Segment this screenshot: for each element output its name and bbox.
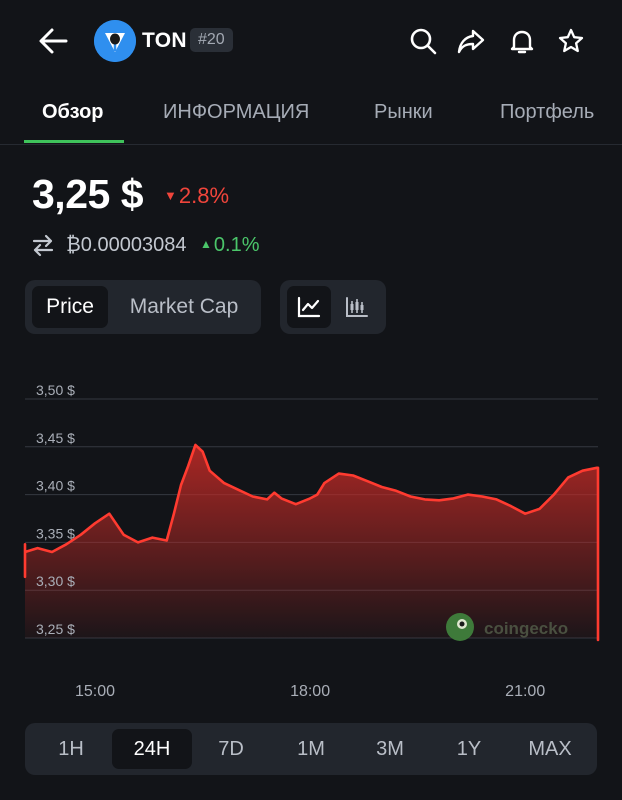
price-toggle-button[interactable]: Price: [32, 286, 108, 328]
bell-icon[interactable]: [507, 26, 537, 56]
y-tick-label: 3,40 $: [36, 478, 75, 494]
tab-markets[interactable]: Рынки: [374, 101, 433, 123]
watermark-text: coingecko: [484, 619, 568, 638]
range-1y-button[interactable]: 1Y: [456, 738, 482, 760]
price-change: ▼2.8%: [164, 183, 229, 209]
active-tab-indicator: [24, 140, 124, 143]
time-range-selector: 1H 24H 7D 1M 3M 1Y MAX: [25, 723, 597, 775]
y-tick-label: 3,45 $: [36, 430, 75, 446]
x-tick-label: 21:00: [505, 683, 545, 700]
x-tick-label: 15:00: [75, 683, 115, 700]
ton-logo-icon: [94, 20, 136, 62]
share-icon[interactable]: [456, 26, 486, 56]
range-24h-button[interactable]: 24H: [112, 729, 192, 769]
tab-information[interactable]: ИНФОРМАЦИЯ: [163, 101, 310, 123]
tab-bar: Обзор ИНФОРМАЦИЯ Рынки Портфель: [0, 86, 622, 145]
price-area-fill: [25, 444, 598, 640]
market-cap-toggle-button[interactable]: Market Cap: [129, 295, 239, 318]
price-line: [23, 443, 600, 642]
range-1h-button[interactable]: 1H: [58, 738, 84, 760]
price-chart[interactable]: coingecko 3,50 $ 3,45 $ 3,40 $ 3,35 $ 3,30 $…: [0, 380, 622, 710]
swap-arrows-icon: [32, 233, 54, 257]
star-icon[interactable]: [556, 26, 586, 56]
current-price: 3,25 $: [32, 171, 144, 217]
up-triangle-icon: ▲: [200, 237, 212, 251]
down-triangle-icon: ▼: [164, 188, 177, 203]
y-tick-label: 3,50 $: [36, 382, 75, 398]
range-max-button[interactable]: MAX: [528, 738, 572, 760]
coingecko-watermark: coingecko: [446, 613, 568, 641]
y-tick-label: 3,30 $: [36, 573, 75, 589]
x-tick-label: 18:00: [290, 683, 330, 700]
price-chart-svg: coingecko 3,50 $ 3,45 $ 3,40 $ 3,35 $ 3,30 $…: [23, 382, 600, 700]
btc-price: ₿0.00003084: [66, 234, 187, 256]
tab-overview[interactable]: Обзор: [42, 101, 104, 123]
tab-portfolio[interactable]: Портфель: [500, 101, 595, 123]
range-1m-button[interactable]: 1M: [297, 738, 325, 760]
btc-change: ▲ 0.1%: [200, 234, 259, 257]
top-bar: TON #20: [0, 0, 622, 82]
chart-style-toggle: [280, 280, 386, 334]
coin-symbol: TON: [142, 29, 187, 52]
metric-toggle: Price Market Cap: [25, 280, 261, 334]
rank-badge: #20: [190, 28, 233, 52]
price-change-value: 2.8%: [178, 183, 230, 208]
range-3m-button[interactable]: 3M: [376, 738, 404, 760]
range-7d-button[interactable]: 7D: [218, 738, 244, 760]
line-chart-icon[interactable]: [287, 286, 331, 328]
btc-change-value: 0.1%: [213, 234, 260, 256]
y-tick-label: 3,35 $: [36, 525, 75, 541]
y-tick-label: 3,25 $: [36, 621, 75, 637]
search-icon[interactable]: [408, 26, 438, 56]
candlestick-chart-icon[interactable]: [335, 286, 379, 328]
back-arrow-icon[interactable]: [36, 26, 70, 56]
